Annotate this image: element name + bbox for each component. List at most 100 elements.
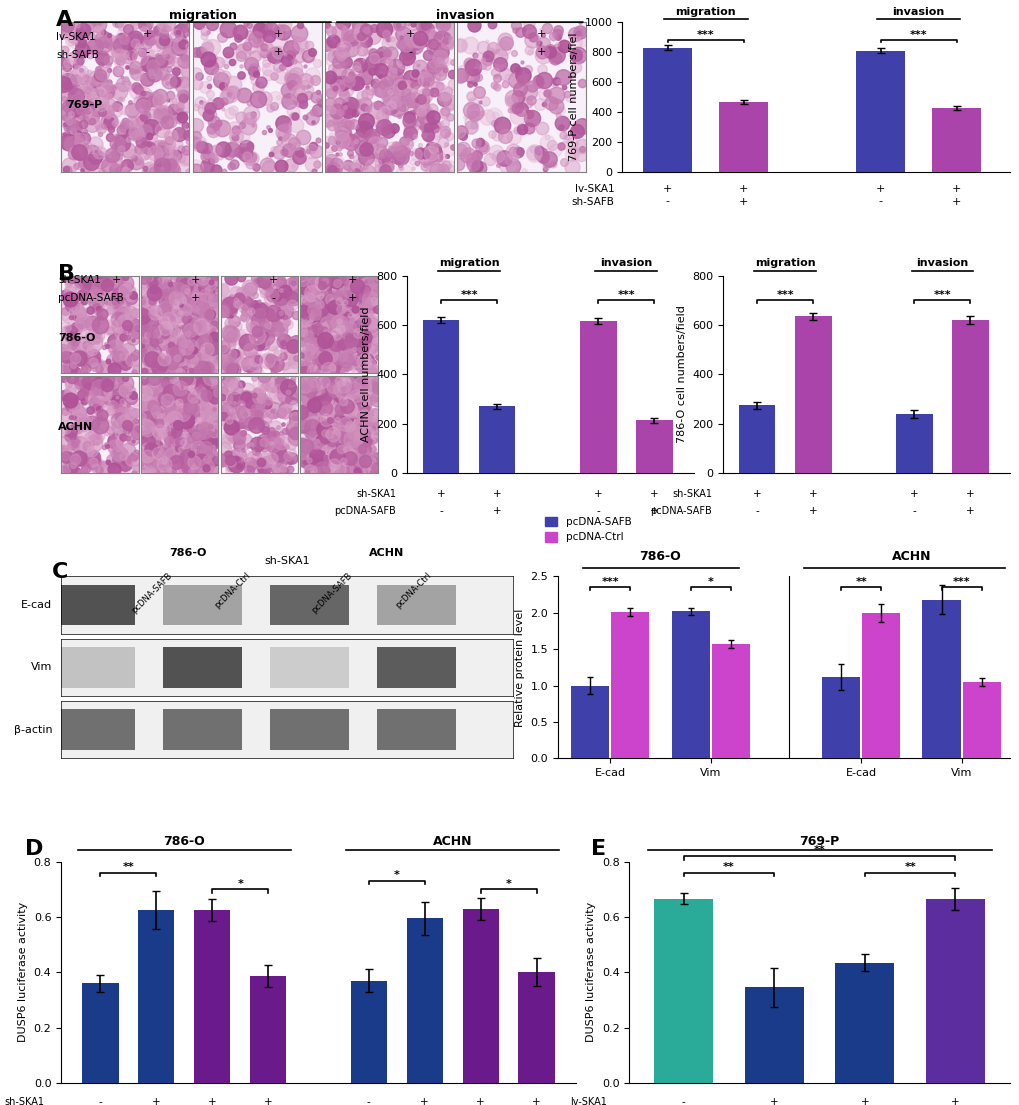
Text: +: + — [436, 490, 445, 499]
Bar — [642, 48, 692, 172]
Text: invasion: invasion — [599, 257, 652, 267]
Text: +: + — [492, 506, 501, 516]
Bar — [744, 988, 803, 1083]
Text: lv-SKA1: lv-SKA1 — [575, 183, 613, 193]
Text: ***: *** — [616, 290, 635, 299]
Text: -: - — [114, 293, 118, 303]
Text: sh-SKA1: sh-SKA1 — [672, 490, 711, 499]
Text: +: + — [274, 29, 283, 39]
Legend: pcDNA-SAFB, pcDNA-Ctrl: pcDNA-SAFB, pcDNA-Ctrl — [540, 513, 635, 547]
Y-axis label: 769-P cell numbers/fiel: 769-P cell numbers/fiel — [569, 33, 579, 161]
Text: ***: *** — [952, 577, 969, 587]
Text: +: + — [143, 29, 152, 39]
Text: +: + — [649, 506, 658, 516]
Text: +: + — [965, 490, 974, 499]
Bar — [138, 911, 174, 1083]
Text: +: + — [593, 490, 602, 499]
Bar — [55, 709, 135, 749]
Text: sh-SKA1: sh-SKA1 — [4, 1097, 45, 1105]
Text: -: - — [367, 1097, 370, 1105]
Text: ***: *** — [601, 577, 619, 587]
Text: +: + — [208, 1097, 216, 1105]
Text: B: B — [58, 264, 75, 284]
Text: 769-P: 769-P — [799, 835, 839, 848]
Text: +: + — [752, 490, 760, 499]
Y-axis label: DUSP6 luciferase activity: DUSP6 luciferase activity — [586, 902, 596, 1042]
Text: +: + — [347, 275, 357, 285]
Text: sh-SAFB: sh-SAFB — [571, 197, 613, 207]
Text: lv-SKA1: lv-SKA1 — [570, 1097, 606, 1105]
Bar — [163, 648, 242, 687]
Text: -: - — [682, 1097, 685, 1105]
Text: lv-SKA1: lv-SKA1 — [56, 32, 96, 42]
Bar — [952, 320, 987, 473]
Text: **: ** — [904, 862, 915, 872]
Bar — [194, 911, 230, 1083]
Text: +: + — [739, 183, 748, 193]
Text: ***: *** — [696, 30, 714, 40]
Bar — [270, 648, 348, 687]
Bar — [855, 51, 905, 172]
Bar — [163, 709, 242, 749]
Text: +: + — [152, 1097, 160, 1105]
Text: -: - — [596, 506, 599, 516]
Text: +: + — [264, 1097, 272, 1105]
Text: **: ** — [722, 862, 735, 872]
Text: ***: *** — [775, 290, 793, 299]
Text: +: + — [536, 48, 545, 57]
Text: pcDNA-SAFB: pcDNA-SAFB — [310, 571, 354, 615]
Text: +: + — [951, 197, 960, 207]
Text: sh-SKA1: sh-SKA1 — [264, 556, 310, 566]
Text: migration: migration — [438, 257, 499, 267]
Bar — [718, 102, 767, 172]
Text: +: + — [951, 183, 960, 193]
Text: ***: *** — [909, 30, 926, 40]
Text: C: C — [52, 562, 68, 582]
Text: +: + — [476, 1097, 484, 1105]
Y-axis label: ACHN cell numbers/field: ACHN cell numbers/field — [361, 306, 371, 442]
Text: -: - — [665, 197, 669, 207]
Text: 769-P: 769-P — [66, 99, 103, 109]
Text: 786-O: 786-O — [639, 550, 681, 564]
Text: +: + — [191, 293, 200, 303]
Text: invasion: invasion — [892, 7, 944, 17]
Bar — [83, 983, 118, 1083]
Text: ***: *** — [932, 290, 951, 299]
Y-axis label: Relative protein level: Relative protein level — [515, 608, 525, 727]
Text: -: - — [912, 506, 915, 516]
Text: +: + — [536, 29, 545, 39]
Text: +: + — [909, 490, 918, 499]
Bar — [580, 322, 615, 473]
Text: ***: *** — [460, 290, 478, 299]
Text: +: + — [965, 506, 974, 516]
Text: migration: migration — [675, 7, 736, 17]
Text: pcDNA-SAFB: pcDNA-SAFB — [129, 571, 173, 615]
Text: +: + — [405, 29, 415, 39]
Bar — [571, 685, 608, 758]
Bar — [270, 709, 348, 749]
Bar — [351, 980, 386, 1083]
Text: +: + — [268, 275, 278, 285]
Bar — [711, 644, 749, 758]
Bar — [738, 406, 774, 473]
Text: -: - — [99, 1097, 102, 1105]
Bar — [270, 585, 348, 625]
Bar — [610, 612, 649, 758]
Text: +: + — [274, 48, 283, 57]
Text: +: + — [875, 183, 884, 193]
Text: pcDNA-SAFB: pcDNA-SAFB — [650, 506, 711, 516]
Text: *: * — [393, 871, 399, 881]
Text: ACHN: ACHN — [891, 550, 930, 564]
Text: +: + — [347, 293, 357, 303]
Text: pcDNA-Ctrl: pcDNA-Ctrl — [213, 571, 253, 610]
Bar — [962, 682, 1000, 758]
Bar — [794, 316, 830, 473]
Bar — [821, 677, 859, 758]
Text: migration: migration — [168, 9, 236, 22]
Text: pcDNA-Ctrl: pcDNA-Ctrl — [393, 571, 433, 610]
Text: sh-SKA1: sh-SKA1 — [356, 490, 395, 499]
Y-axis label: DUSP6 luciferase activity: DUSP6 luciferase activity — [18, 902, 29, 1042]
Text: -: - — [146, 48, 150, 57]
Text: *: * — [237, 878, 243, 888]
Text: 786-O: 786-O — [58, 333, 96, 343]
